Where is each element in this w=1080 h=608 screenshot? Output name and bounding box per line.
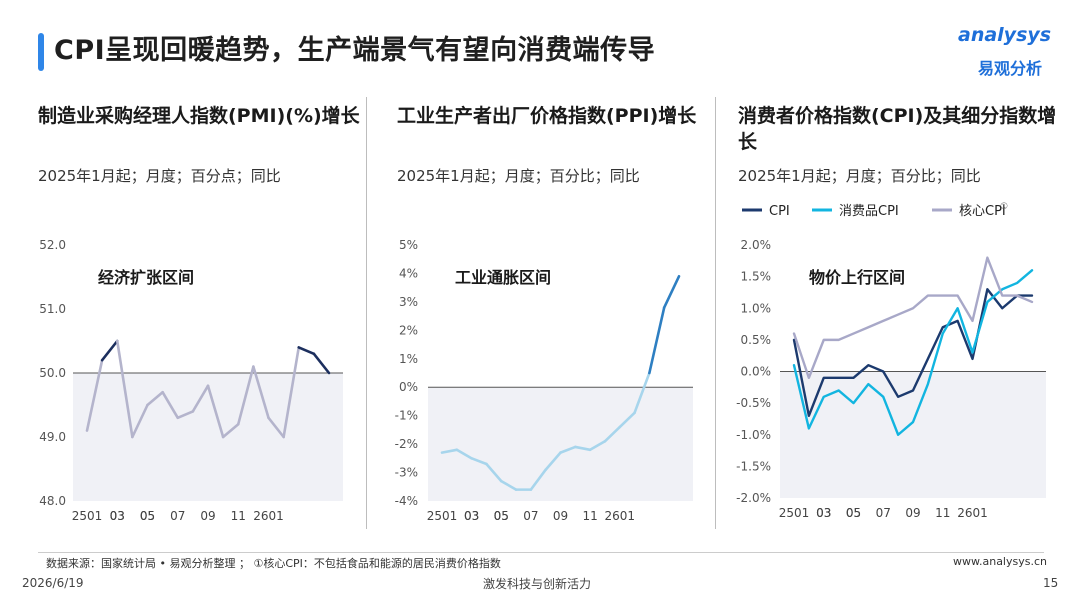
title-accent-bar <box>38 33 44 71</box>
panel-divider-1 <box>366 97 367 529</box>
ppi-panel: 工业生产者出厂价格指数(PPI)增长 2025年1月起；月度；百分比；同比 <box>397 103 737 543</box>
panel-divider-2 <box>715 97 716 529</box>
page-title: CPI呈现回暖趋势，生产端景气有望向消费端传导 <box>54 35 656 66</box>
cpi-panel: 消费者价格指数(CPI)及其细分指数增长 2025年1月起；月度；百分比；同比 <box>738 103 1078 543</box>
cpi-chart-title: 消费者价格指数(CPI)及其细分指数增长 <box>738 105 1057 153</box>
cpi-chart-subtitle: 2025年1月起；月度；百分比；同比 <box>738 167 981 185</box>
data-source-note: 数据来源：国家统计局 • 易观分析整理 ； ①核心CPI：不包括食品和能源的居民… <box>46 557 501 570</box>
footer-date: 2026/6/19 <box>22 576 84 590</box>
pmi-chart-title: 制造业采购经理人指数(PMI)(%)增长 <box>38 105 360 127</box>
ppi-chart-title: 工业生产者出厂价格指数(PPI)增长 <box>397 105 697 127</box>
footer-divider <box>38 552 1044 553</box>
analysys-logo: analysys 易观分析 <box>958 24 1062 80</box>
website-link[interactable]: www.analysys.cn <box>953 555 1047 568</box>
logo-text-en: analysys <box>958 24 1052 46</box>
footer-slogan: 激发科技与创新活力 <box>483 577 592 591</box>
page-number: 15 <box>1043 576 1059 590</box>
ppi-chart-subtitle: 2025年1月起；月度；百分比；同比 <box>397 167 640 185</box>
pmi-panel: 制造业采购经理人指数(PMI)(%)增长 2025年1月起；月度；百分点；同比 <box>38 103 378 543</box>
logo-text-cn: 易观分析 <box>978 59 1043 78</box>
pmi-chart-subtitle: 2025年1月起；月度；百分点；同比 <box>38 167 281 185</box>
